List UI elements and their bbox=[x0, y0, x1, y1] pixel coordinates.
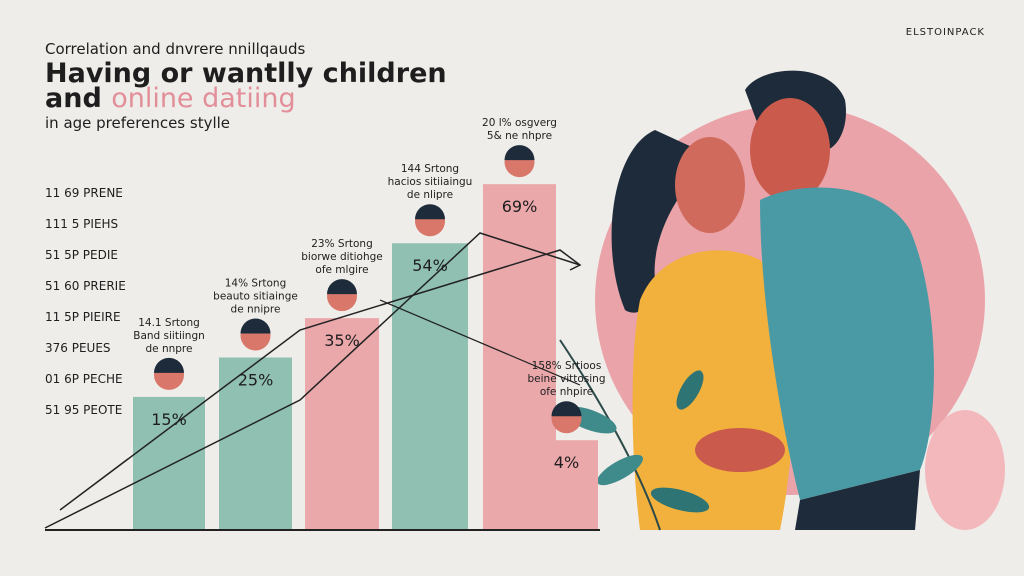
annotation: 158% Srtioos bbox=[532, 360, 602, 372]
list-item: 376 PEUES bbox=[45, 341, 111, 355]
title-accent: online datiing bbox=[111, 83, 295, 114]
title-lead: and bbox=[45, 83, 102, 114]
brand: ELSTOINPACK bbox=[906, 27, 985, 38]
annotation: 144 Srtong bbox=[401, 163, 459, 175]
annotation: beauto sitiainge bbox=[213, 291, 298, 303]
trend-line bbox=[44, 232, 581, 529]
value-label: 35% bbox=[324, 331, 360, 350]
kicker: Correlation and dnvrere nnillqauds bbox=[45, 40, 306, 58]
trend-line bbox=[59, 249, 582, 511]
annotation: 5& ne nhpre bbox=[487, 130, 552, 142]
avatar-hair bbox=[327, 279, 357, 295]
leaf bbox=[650, 487, 710, 513]
list-item: 51 5P PEDIE bbox=[45, 248, 118, 262]
value-label: 4% bbox=[554, 453, 579, 472]
man-shirt bbox=[760, 187, 934, 500]
trend-line bbox=[379, 299, 581, 386]
bar bbox=[305, 318, 379, 530]
bar bbox=[133, 396, 205, 530]
annotation: 14.1 Srtong bbox=[138, 317, 200, 329]
branch bbox=[559, 339, 661, 531]
leaf bbox=[676, 370, 704, 410]
annotation: ofe mlgire bbox=[315, 264, 368, 276]
annotation: de nlipre bbox=[407, 189, 453, 201]
value-label: 15% bbox=[151, 410, 187, 429]
list-item: 11 69 PRENE bbox=[45, 186, 123, 200]
leaf bbox=[925, 410, 1005, 530]
list-item: 01 6P PECHE bbox=[45, 372, 123, 386]
chart-title: Having or wantlly children bbox=[45, 58, 447, 89]
avatar-hair bbox=[240, 318, 271, 334]
avatar-hair bbox=[154, 357, 184, 373]
bar bbox=[219, 357, 292, 530]
avatar-hair bbox=[504, 145, 535, 161]
hands bbox=[695, 428, 785, 472]
annotation: 14% Srtong bbox=[225, 278, 287, 290]
man-face bbox=[750, 98, 830, 202]
value-label: 54% bbox=[412, 256, 448, 275]
subtitle: in age preferences stylle bbox=[45, 114, 230, 132]
annotation: 23% Srtong bbox=[311, 238, 373, 250]
annotation: de nnipre bbox=[231, 304, 281, 316]
annotation: de nnpre bbox=[146, 343, 193, 355]
list-item: 111 5 PIEHS bbox=[45, 217, 118, 231]
bar bbox=[392, 243, 468, 531]
man-pants bbox=[795, 470, 920, 530]
annotation: ofe nhpire bbox=[540, 386, 593, 398]
bar bbox=[535, 440, 598, 530]
value-label: 69% bbox=[502, 197, 538, 216]
woman-face bbox=[675, 137, 745, 233]
list-item: 51 60 PRERIE bbox=[45, 279, 126, 293]
avatar-hair bbox=[551, 401, 582, 417]
annotation: 20 l% osgverg bbox=[482, 117, 557, 129]
value-label: 25% bbox=[238, 371, 274, 390]
avatar-hair bbox=[415, 204, 445, 220]
illustration bbox=[559, 70, 1005, 531]
list-item: 11 5P PIEIRE bbox=[45, 310, 121, 324]
annotation: Band siitiingn bbox=[133, 330, 205, 342]
annotation: biorwe ditiohge bbox=[301, 251, 383, 263]
chart-title-line2: and online datiing bbox=[45, 83, 296, 114]
leaf bbox=[597, 454, 643, 486]
annotation: hacios sitiiaingu bbox=[388, 176, 473, 188]
list-item: 51 95 PEOTE bbox=[45, 403, 122, 417]
